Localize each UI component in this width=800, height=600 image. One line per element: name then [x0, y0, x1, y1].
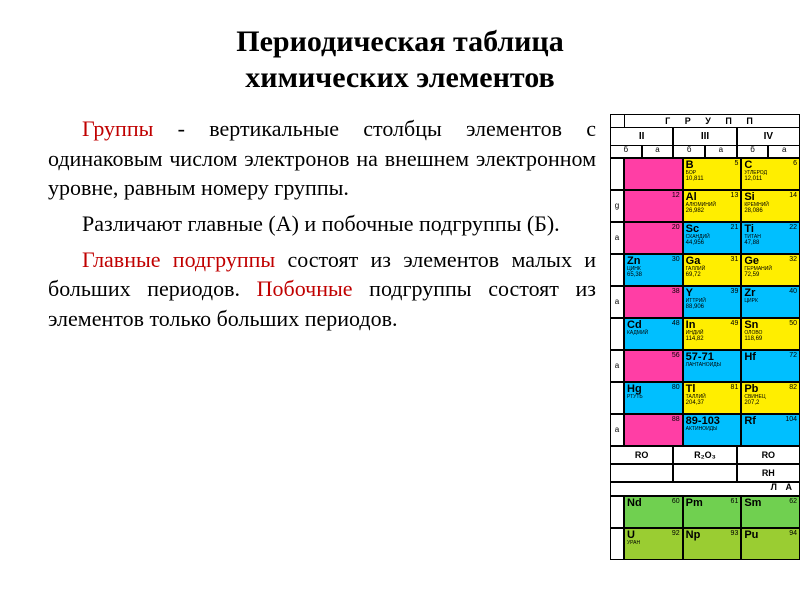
pt-group-row: II III IV: [610, 128, 800, 146]
element-cell: Sm62: [741, 496, 800, 528]
element-cell: Hf72: [741, 350, 800, 382]
element-cell: C6углерод12,011: [741, 158, 800, 190]
group-col: II: [610, 128, 673, 146]
element-cell: Hg80ртуть: [624, 382, 683, 414]
element-cell: 56: [624, 350, 683, 382]
element-cell: Y39иттрий88,906: [683, 286, 742, 318]
element-cell: Ga31галлий69,72: [683, 254, 742, 286]
para-1: Группы - вертикальные столбцы элементов …: [48, 114, 596, 203]
element-cell: Tl81таллий204,37: [683, 382, 742, 414]
element-cell: 38: [624, 286, 683, 318]
element-cell: 89-103актиноиды: [683, 414, 742, 446]
pt-row: a20Sc21скандий44,956Ti22титан47,88: [610, 222, 800, 254]
title-line-2: химических элементов: [245, 61, 554, 94]
element-cell: Ti22титан47,88: [741, 222, 800, 254]
period-stub: [610, 318, 624, 350]
group-col: III: [673, 128, 736, 146]
lan-sep: Л А: [610, 482, 800, 496]
pt-row: a8889-103актиноидыRf104: [610, 414, 800, 446]
title-line-1: Периодическая таблица: [236, 25, 563, 58]
pt-header-label: Г Р У П П: [625, 117, 799, 126]
element-cell: 20: [624, 222, 683, 254]
element-cell: U92уран: [624, 528, 683, 560]
para-2: Различают главные (А) и побочные подгруп…: [48, 209, 596, 239]
pt-bottom-row: Nd60Pm61Sm62: [610, 496, 800, 528]
element-cell: Zr40цирк: [741, 286, 800, 318]
element-cell: Zn30цинк65,38: [624, 254, 683, 286]
element-cell: 57-71лантаноиды: [683, 350, 742, 382]
term-side: Побочные: [257, 276, 353, 301]
element-cell: Sn50олово118,69: [741, 318, 800, 350]
periodic-table-fragment: Г Р У П П II III IV б а б а б а B5бор10,…: [610, 114, 800, 560]
pt-header-top: Г Р У П П: [610, 114, 800, 128]
element-cell: Sc21скандий44,956: [683, 222, 742, 254]
pt-row: B5бор10,811C6углерод12,011: [610, 158, 800, 190]
period-stub: a: [610, 350, 624, 382]
pt-row: Cd48кадмийIn49индий114,82Sn50олово118,69: [610, 318, 800, 350]
element-cell: 88: [624, 414, 683, 446]
element-cell: Ge32германий72,59: [741, 254, 800, 286]
pt-row: Hg80ртутьTl81таллий204,37Pb82свинец207,2: [610, 382, 800, 414]
element-cell: In49индий114,82: [683, 318, 742, 350]
rh-row: RH: [610, 464, 800, 482]
element-cell: Al13алюминий26,982: [683, 190, 742, 222]
element-cell: 12: [624, 190, 683, 222]
oxide-cell: RO: [737, 446, 800, 464]
group-col: IV: [737, 128, 800, 146]
pt-row: a5657-71лантаноидыHf72: [610, 350, 800, 382]
body-text: Группы - вертикальные столбцы элементов …: [0, 114, 610, 340]
element-cell: [624, 158, 683, 190]
term-groups: Группы: [82, 116, 153, 141]
pt-ab-row: б а б а б а: [610, 146, 800, 158]
period-stub: [610, 158, 624, 190]
pt-bottom-row: U92уранNp93Pu94: [610, 528, 800, 560]
pt-body: B5бор10,811C6углерод12,011g12Al13алюмини…: [610, 158, 800, 446]
content-row: Группы - вертикальные столбцы элементов …: [0, 114, 800, 560]
period-stub: a: [610, 222, 624, 254]
element-cell: Np93: [683, 528, 742, 560]
element-cell: Pu94: [741, 528, 800, 560]
element-cell: B5бор10,811: [683, 158, 742, 190]
element-cell: Pb82свинец207,2: [741, 382, 800, 414]
period-stub: a: [610, 286, 624, 318]
slide-title: Периодическая таблица химических элемент…: [0, 0, 800, 114]
term-main: Главные подгруппы: [82, 247, 275, 272]
period-stub: a: [610, 414, 624, 446]
element-cell: Nd60: [624, 496, 683, 528]
pt-lan-act: Nd60Pm61Sm62U92уранNp93Pu94: [610, 496, 800, 560]
element-cell: Si14кремний28,086: [741, 190, 800, 222]
element-cell: Rf104: [741, 414, 800, 446]
pt-row: a38Y39иттрий88,906Zr40цирк: [610, 286, 800, 318]
period-stub: [610, 382, 624, 414]
period-stub: g: [610, 190, 624, 222]
element-cell: Pm61: [683, 496, 742, 528]
oxide-row: RO R₂O₃ RO: [610, 446, 800, 464]
pt-row: g12Al13алюминий26,982Si14кремний28,086: [610, 190, 800, 222]
oxide-cell: RO: [610, 446, 673, 464]
pt-row: Zn30цинк65,38Ga31галлий69,72Ge32германий…: [610, 254, 800, 286]
oxide-cell: R₂O₃: [673, 446, 736, 464]
period-stub: [610, 254, 624, 286]
para-3: Главные подгруппы состоят из элементов м…: [48, 245, 596, 334]
rh-cell: RH: [737, 464, 800, 482]
element-cell: Cd48кадмий: [624, 318, 683, 350]
